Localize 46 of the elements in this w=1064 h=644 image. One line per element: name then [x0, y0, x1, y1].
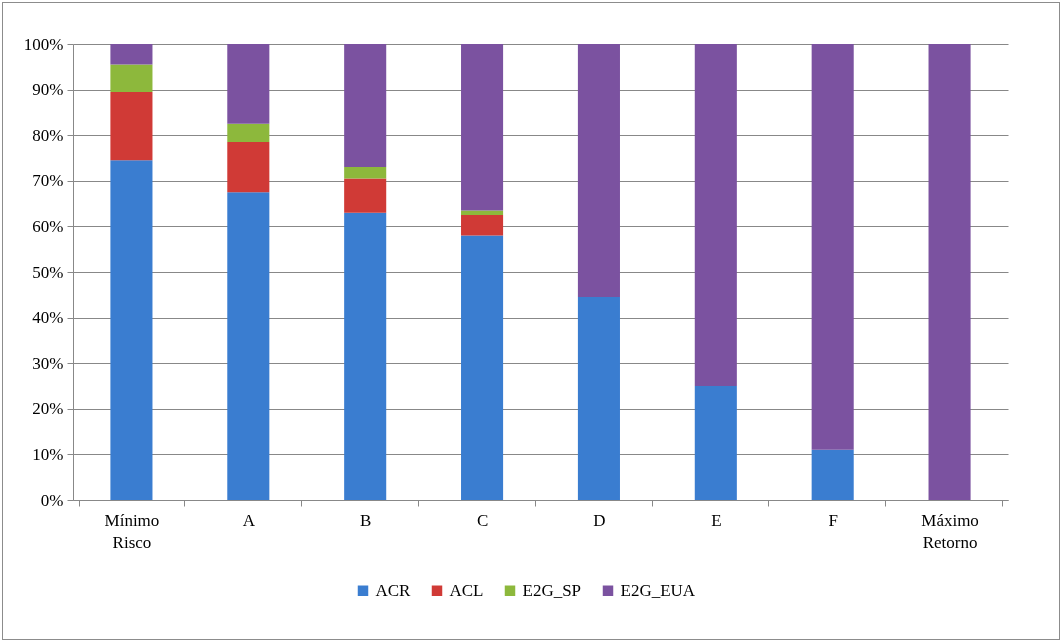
x-tick-label: E	[711, 510, 722, 530]
bar	[344, 178, 387, 213]
bar	[694, 44, 737, 386]
x-tick-label: D	[593, 510, 606, 530]
y-tick-label: 50%	[32, 262, 64, 282]
bar	[811, 449, 854, 500]
bar	[227, 123, 270, 143]
bar	[227, 44, 270, 124]
y-tick-label: 60%	[32, 216, 64, 236]
bar	[344, 44, 387, 168]
bar	[110, 91, 153, 161]
legend-label: ACL	[449, 580, 484, 600]
bar	[461, 235, 504, 500]
y-tick-label: 0%	[40, 490, 64, 510]
bar	[461, 210, 504, 215]
legend-label: E2G_EUA	[620, 580, 696, 600]
bar	[344, 212, 387, 500]
y-tick-label: 90%	[32, 80, 64, 100]
y-tick-label: 70%	[32, 171, 64, 191]
bar	[110, 160, 153, 500]
bar	[461, 215, 504, 236]
legend-label: ACR	[375, 580, 412, 600]
x-tick-label: B	[360, 510, 372, 530]
x-tick-label: Máximo Retorno	[921, 510, 979, 552]
bar	[344, 167, 387, 179]
y-tick-label: 10%	[32, 444, 64, 464]
x-tick-label: Mínimo Risco	[104, 510, 160, 552]
bar	[811, 44, 854, 450]
bar	[110, 44, 153, 65]
x-tick-label: A	[242, 510, 256, 530]
y-tick-label: 40%	[32, 308, 64, 328]
bar	[227, 142, 270, 193]
bar	[577, 44, 620, 298]
bar	[577, 297, 620, 500]
y-tick-label: 80%	[32, 125, 64, 145]
y-tick-label: 30%	[32, 353, 64, 373]
bar	[227, 192, 270, 500]
bar	[110, 64, 153, 92]
x-tick-label: C	[476, 510, 489, 530]
x-tick-label: F	[828, 510, 838, 530]
y-tick-label: 20%	[32, 399, 64, 419]
bar	[461, 44, 504, 211]
legend-label: E2G_SP	[522, 580, 582, 600]
bar	[928, 44, 971, 500]
y-tick-label: 100%	[23, 34, 64, 54]
bar	[694, 386, 737, 500]
